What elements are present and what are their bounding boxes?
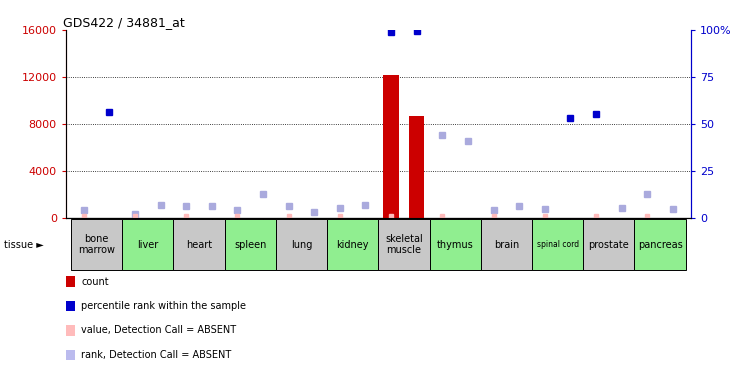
Text: spinal cord: spinal cord — [537, 240, 579, 249]
Text: spleen: spleen — [234, 240, 266, 250]
Bar — [173, 219, 224, 270]
Bar — [379, 219, 430, 270]
Bar — [71, 219, 122, 270]
Bar — [430, 219, 481, 270]
Text: liver: liver — [137, 240, 159, 250]
Bar — [276, 219, 327, 270]
Text: skeletal
muscle: skeletal muscle — [385, 234, 423, 255]
Bar — [122, 219, 173, 270]
Bar — [481, 219, 532, 270]
Bar — [532, 219, 583, 270]
Text: GDS422 / 34881_at: GDS422 / 34881_at — [63, 16, 184, 29]
Text: thymus: thymus — [436, 240, 474, 250]
Bar — [384, 75, 399, 217]
Text: bone
marrow: bone marrow — [78, 234, 115, 255]
Text: percentile rank within the sample: percentile rank within the sample — [81, 301, 246, 311]
Text: rank, Detection Call = ABSENT: rank, Detection Call = ABSENT — [81, 350, 232, 360]
Text: value, Detection Call = ABSENT: value, Detection Call = ABSENT — [81, 326, 236, 335]
Text: lung: lung — [291, 240, 312, 250]
Bar — [409, 116, 425, 218]
Bar — [583, 219, 635, 270]
Text: tissue ►: tissue ► — [4, 240, 43, 250]
Text: heart: heart — [186, 240, 212, 250]
Bar — [224, 219, 276, 270]
Bar — [327, 219, 379, 270]
Text: kidney: kidney — [336, 240, 369, 250]
Text: brain: brain — [493, 240, 519, 250]
Text: count: count — [81, 277, 109, 286]
Text: pancreas: pancreas — [637, 240, 683, 250]
Text: prostate: prostate — [588, 240, 629, 250]
Bar — [635, 219, 686, 270]
